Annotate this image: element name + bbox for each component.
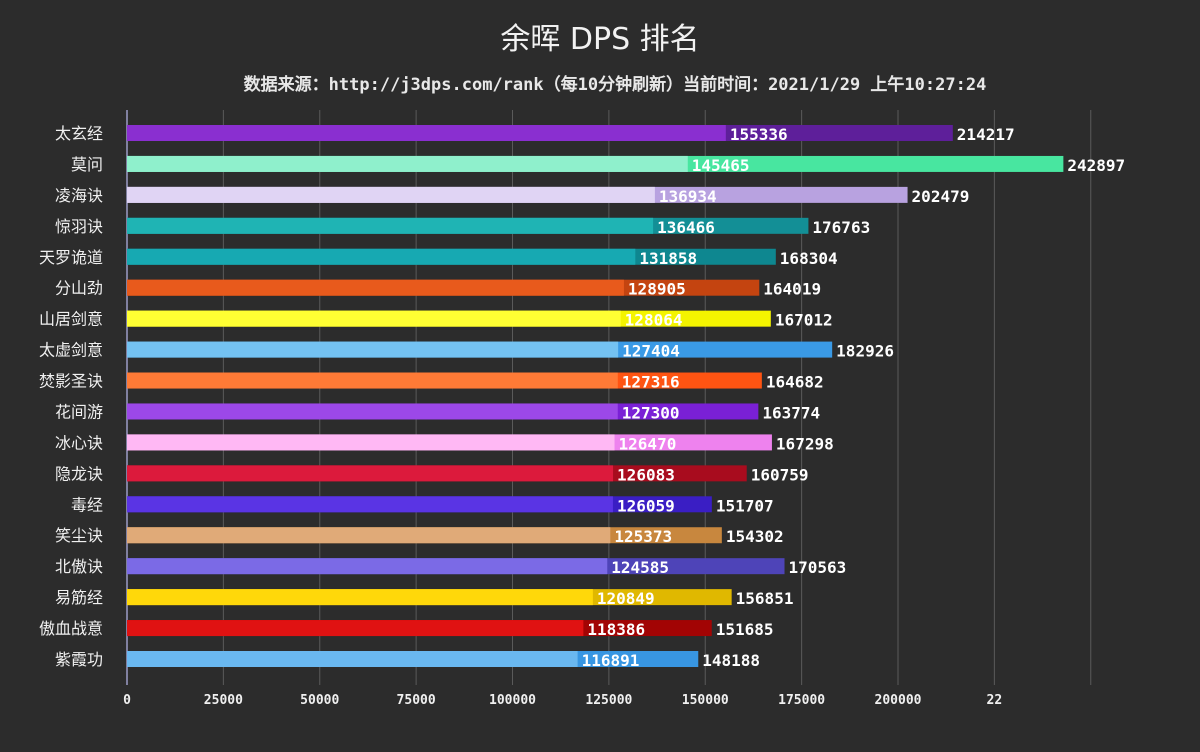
bar-avg xyxy=(127,527,611,544)
bar-avg xyxy=(127,279,624,296)
value-label-max: 164682 xyxy=(766,373,824,392)
bar-avg xyxy=(127,186,655,203)
x-tick-label: 75000 xyxy=(397,693,436,708)
chart-title: 余晖 DPS 排名 xyxy=(500,22,700,57)
value-label-max: 176763 xyxy=(812,218,870,237)
bar-avg xyxy=(127,403,618,420)
x-tick-label: 150000 xyxy=(682,693,729,708)
value-label-avg: 127316 xyxy=(622,373,680,392)
x-tick-label: 200000 xyxy=(875,693,922,708)
bar-avg xyxy=(127,496,613,513)
value-label-max: 163774 xyxy=(762,403,820,422)
x-tick-label: 50000 xyxy=(300,693,339,708)
category-label: 山居剑意 xyxy=(39,310,103,329)
x-tick-label: 100000 xyxy=(489,693,536,708)
bar-avg xyxy=(127,217,654,234)
value-label-avg: 124585 xyxy=(611,558,669,577)
bar-avg xyxy=(127,434,615,451)
category-label: 傲血战意 xyxy=(39,619,103,638)
category-label: 焚影圣诀 xyxy=(39,372,103,391)
value-label-avg: 118386 xyxy=(587,620,645,639)
value-label-avg: 126083 xyxy=(617,465,675,484)
value-label-avg: 126059 xyxy=(617,496,675,515)
bar-avg xyxy=(127,465,614,482)
category-label: 惊羽诀 xyxy=(55,217,103,236)
bar-avg xyxy=(127,651,578,667)
x-tick-label: 125000 xyxy=(585,693,632,708)
category-label: 花间游 xyxy=(55,402,103,421)
category-label: 太玄经 xyxy=(55,124,103,143)
value-label-avg: 128905 xyxy=(628,280,686,299)
bar-avg xyxy=(127,125,726,141)
value-label-avg: 155336 xyxy=(730,125,788,144)
bar-avg xyxy=(127,310,621,327)
chart-subtitle: 数据来源：http://j3dps.com/rank（每10分钟刷新）当前时间：… xyxy=(243,75,987,95)
bar-avg xyxy=(127,589,593,606)
category-label: 紫霞功 xyxy=(55,650,103,669)
value-label-avg: 116891 xyxy=(582,651,640,670)
bar-avg xyxy=(127,372,618,389)
value-label-avg: 127404 xyxy=(622,342,680,361)
x-tick-label: 22 xyxy=(987,693,1003,708)
value-label-max: 242897 xyxy=(1067,156,1125,175)
value-label-avg: 127300 xyxy=(622,403,680,422)
value-label-max: 148188 xyxy=(702,651,760,670)
category-label: 笑尘诀 xyxy=(55,526,103,545)
category-label: 太虚剑意 xyxy=(39,341,103,360)
value-label-max: 160759 xyxy=(751,465,809,484)
bar-avg xyxy=(127,341,619,358)
value-label-max: 151685 xyxy=(716,620,774,639)
bar-avg xyxy=(127,248,636,265)
value-label-avg: 136934 xyxy=(659,187,717,206)
value-label-max: 170563 xyxy=(789,558,847,577)
value-label-avg: 128064 xyxy=(625,311,683,330)
value-label-avg: 126470 xyxy=(619,434,677,453)
value-label-max: 167012 xyxy=(775,311,833,330)
category-label: 毒经 xyxy=(71,495,103,514)
category-label: 北傲诀 xyxy=(55,557,103,576)
x-tick-label: 175000 xyxy=(778,693,825,708)
value-label-max: 167298 xyxy=(776,434,834,453)
category-label: 易筋经 xyxy=(55,588,103,607)
bar-avg xyxy=(127,155,688,172)
bar-avg xyxy=(127,620,584,637)
value-label-max: 164019 xyxy=(763,280,821,299)
value-label-avg: 120849 xyxy=(597,589,655,608)
value-label-max: 182926 xyxy=(836,342,894,361)
value-label-avg: 145465 xyxy=(692,156,750,175)
value-label-avg: 131858 xyxy=(639,249,697,268)
x-tick-label: 0 xyxy=(123,693,131,708)
value-label-max: 168304 xyxy=(780,249,838,268)
value-label-avg: 136466 xyxy=(657,218,715,237)
value-label-max: 202479 xyxy=(912,187,970,206)
x-tick-label: 25000 xyxy=(204,693,243,708)
value-label-max: 214217 xyxy=(957,125,1015,144)
bar-avg xyxy=(127,558,608,575)
value-label-max: 154302 xyxy=(726,527,784,546)
category-label: 天罗诡道 xyxy=(39,248,103,267)
category-label: 凌海诀 xyxy=(55,186,103,205)
value-label-avg: 125373 xyxy=(614,527,672,546)
category-label: 冰心诀 xyxy=(55,433,103,452)
category-label: 莫问 xyxy=(71,155,103,174)
value-label-max: 156851 xyxy=(736,589,794,608)
value-label-max: 151707 xyxy=(716,496,774,515)
category-label: 分山劲 xyxy=(55,279,103,298)
category-label: 隐龙诀 xyxy=(55,464,103,483)
